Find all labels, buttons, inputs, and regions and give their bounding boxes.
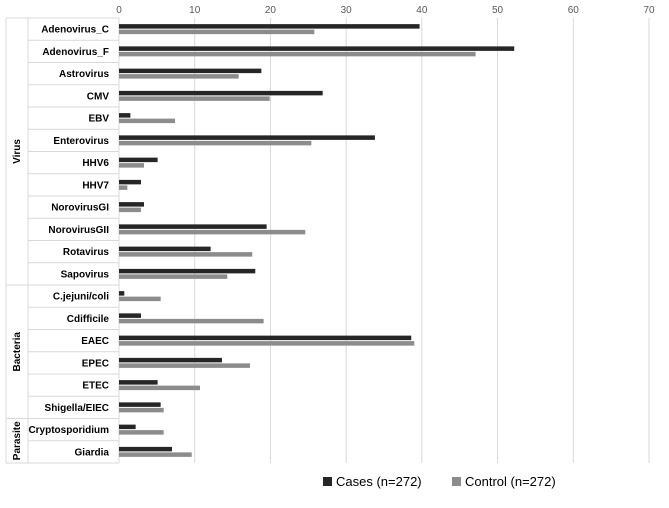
- bar-cases: [119, 313, 141, 318]
- bar-control: [119, 407, 164, 413]
- bar-cases: [119, 291, 125, 296]
- x-tick-label: 70: [643, 5, 655, 16]
- bar-control: [119, 274, 228, 279]
- bar-cases: [119, 246, 211, 252]
- bar-control: [119, 185, 128, 190]
- category-label: NorovirusGI: [51, 203, 109, 214]
- group-label-bacteria: Bacteria: [12, 332, 23, 372]
- bar-cases: [119, 335, 412, 341]
- bar-cases: [119, 135, 375, 140]
- bar-control: [119, 51, 476, 57]
- category-label: EBV: [88, 114, 109, 125]
- bar-cases: [119, 46, 515, 51]
- category-label: Adenovirus_F: [42, 47, 109, 58]
- bar-cases: [119, 68, 262, 74]
- legend-control-swatch: [452, 477, 461, 486]
- category-label: ETEC: [82, 381, 109, 392]
- bar-control: [119, 140, 312, 146]
- legend-control-label: Control (n=272): [465, 474, 556, 489]
- x-tick-label: 0: [116, 5, 122, 16]
- bar-cases: [119, 24, 420, 29]
- bar-control: [119, 341, 415, 346]
- bar-control: [119, 74, 239, 79]
- bar-control: [119, 29, 315, 35]
- bar-control: [119, 229, 306, 235]
- category-label: Cryptosporidium: [28, 425, 109, 436]
- bar-control: [119, 318, 264, 324]
- x-tick-label: 30: [341, 5, 353, 16]
- group-label-parasite: Parasite: [12, 421, 23, 460]
- bar-control: [119, 96, 270, 101]
- x-tick-label: 60: [568, 5, 580, 16]
- bar-control: [119, 118, 176, 124]
- bar-cases: [119, 357, 222, 363]
- bar-control: [119, 252, 253, 257]
- bar-control: [119, 296, 161, 302]
- category-label: EPEC: [82, 358, 109, 369]
- category-label: Enterovirus: [53, 136, 109, 147]
- category-label: Adenovirus_C: [41, 25, 109, 36]
- category-label: CMV: [87, 91, 110, 102]
- bar-cases: [119, 402, 161, 407]
- bar-control: [119, 430, 164, 435]
- category-label: Giardia: [75, 447, 110, 458]
- bar-cases: [119, 202, 144, 207]
- bar-control: [119, 363, 250, 368]
- bar-control: [119, 452, 192, 457]
- category-label: NorovirusGII: [48, 225, 109, 236]
- bar-cases: [119, 224, 267, 229]
- bar-cases: [119, 179, 141, 185]
- bar-cases: [119, 380, 158, 385]
- category-label: C.jejuni/coli: [53, 292, 109, 303]
- bar-control: [119, 163, 144, 168]
- x-tick-label: 20: [265, 5, 277, 16]
- group-label-virus: Virus: [12, 139, 23, 164]
- x-tick-label: 40: [416, 5, 428, 16]
- legend-cases-label: Cases (n=272): [336, 474, 422, 489]
- bar-control: [119, 207, 141, 213]
- bar-cases: [119, 113, 131, 118]
- category-label: HHV7: [82, 180, 109, 191]
- x-tick-label: 50: [492, 5, 504, 16]
- bar-control: [119, 385, 201, 391]
- x-tick-label: 10: [189, 5, 201, 16]
- category-label: Astrovirus: [59, 69, 109, 80]
- legend-cases-swatch: [323, 477, 332, 486]
- category-label: EAEC: [81, 336, 109, 347]
- category-label: Sapovirus: [61, 269, 110, 280]
- bar-cases: [119, 268, 256, 274]
- category-label: Shigella/EIEC: [45, 403, 109, 414]
- bar-cases: [119, 157, 158, 163]
- category-label: Cdifficile: [67, 314, 110, 325]
- bar-cases: [119, 424, 136, 430]
- category-label: HHV6: [82, 158, 109, 169]
- category-label: Rotavirus: [63, 247, 110, 258]
- bar-cases: [119, 446, 172, 452]
- bar-cases: [119, 90, 323, 96]
